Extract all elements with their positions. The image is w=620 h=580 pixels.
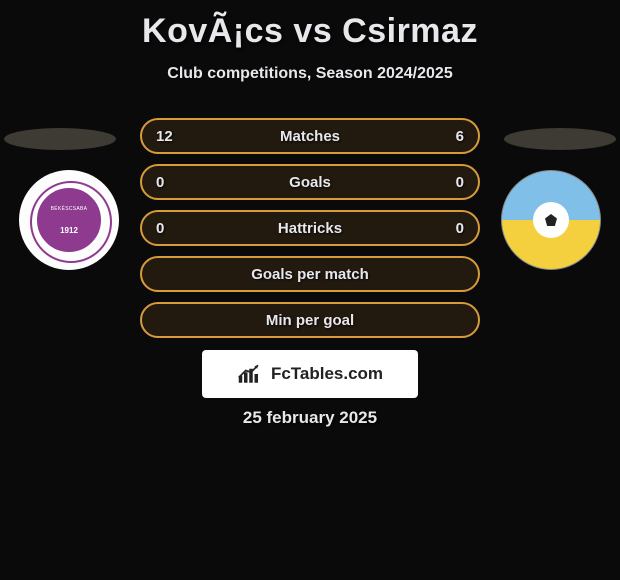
stat-label: Goals xyxy=(180,174,440,191)
stat-label: Matches xyxy=(180,128,440,145)
stat-row-goals: 0 Goals 0 xyxy=(140,164,480,200)
club-badge-right xyxy=(501,170,601,270)
stat-row-matches: 12 Matches 6 xyxy=(140,118,480,154)
stats-table: 12 Matches 6 0 Goals 0 0 Hattricks 0 Goa… xyxy=(140,118,480,348)
stat-label: Min per goal xyxy=(180,312,440,329)
stat-right-value: 6 xyxy=(440,128,464,145)
brand-name: FcTables.com xyxy=(271,364,383,384)
club-badge-left: BÉKÉSCSABA 1912 xyxy=(19,170,119,270)
subtitle: Club competitions, Season 2024/2025 xyxy=(0,65,620,83)
club-badge-left-text: BÉKÉSCSABA xyxy=(51,206,88,212)
stat-left-value: 12 xyxy=(156,128,180,145)
stat-label: Hattricks xyxy=(180,220,440,237)
brand-link[interactable]: FcTables.com xyxy=(202,350,418,398)
club-badge-left-inner: BÉKÉSCSABA 1912 xyxy=(34,185,104,255)
player-shadow-right xyxy=(504,128,616,150)
date-label: 25 february 2025 xyxy=(0,408,620,428)
stat-row-gpm: Goals per match xyxy=(140,256,480,292)
club-badge-left-year: 1912 xyxy=(60,226,78,235)
barchart-icon xyxy=(237,363,265,385)
stat-right-value: 0 xyxy=(440,174,464,191)
stat-row-hattricks: 0 Hattricks 0 xyxy=(140,210,480,246)
stat-left-value: 0 xyxy=(156,174,180,191)
stat-right-value: 0 xyxy=(440,220,464,237)
page-title: KovÃ¡cs vs Csirmaz xyxy=(0,0,620,51)
stat-label: Goals per match xyxy=(180,266,440,283)
stat-left-value: 0 xyxy=(156,220,180,237)
soccer-ball-icon xyxy=(533,202,569,238)
player-shadow-left xyxy=(4,128,116,150)
stat-row-mpg: Min per goal xyxy=(140,302,480,338)
